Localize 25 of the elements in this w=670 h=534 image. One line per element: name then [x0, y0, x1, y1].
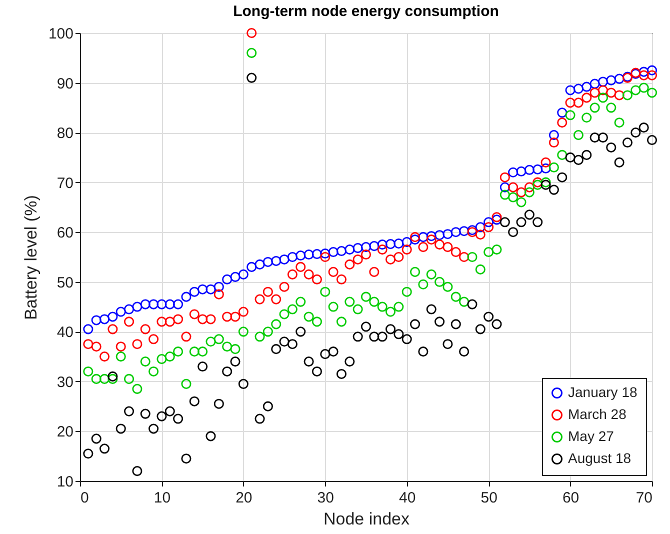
y-tick-label: 20	[56, 424, 74, 441]
legend-label: May 27	[568, 428, 614, 444]
y-tick-label: 60	[56, 224, 74, 242]
x-tick-label: 0	[80, 490, 89, 506]
x-tick-label: 70	[636, 490, 652, 506]
x-tick-label: 30	[317, 490, 334, 506]
y-tick-label: 50	[56, 274, 74, 292]
y-tick-label: 80	[56, 125, 74, 142]
x-tick-label: 40	[399, 490, 416, 506]
x-tick-label: 60	[562, 490, 580, 506]
y-axis-title: Battery level (%)	[21, 195, 40, 320]
legend-label: March 28	[568, 406, 627, 422]
legend-label: January 18	[568, 384, 638, 400]
x-tick-label: 20	[236, 490, 252, 506]
x-tick-label: 10	[154, 490, 171, 506]
x-axis-title: Node index	[323, 510, 410, 528]
legend-label: August 18	[568, 450, 632, 466]
y-tick-label: 100	[48, 26, 74, 42]
chart-title: Long-term node energy consumption	[233, 2, 499, 20]
y-tick-label: 30	[56, 374, 74, 391]
y-tick-label: 70	[56, 174, 74, 192]
y-tick-label: 10	[56, 474, 74, 490]
y-tick-label: 40	[56, 324, 74, 342]
x-tick-label: 50	[480, 490, 498, 506]
y-tick-label: 90	[56, 75, 74, 92]
